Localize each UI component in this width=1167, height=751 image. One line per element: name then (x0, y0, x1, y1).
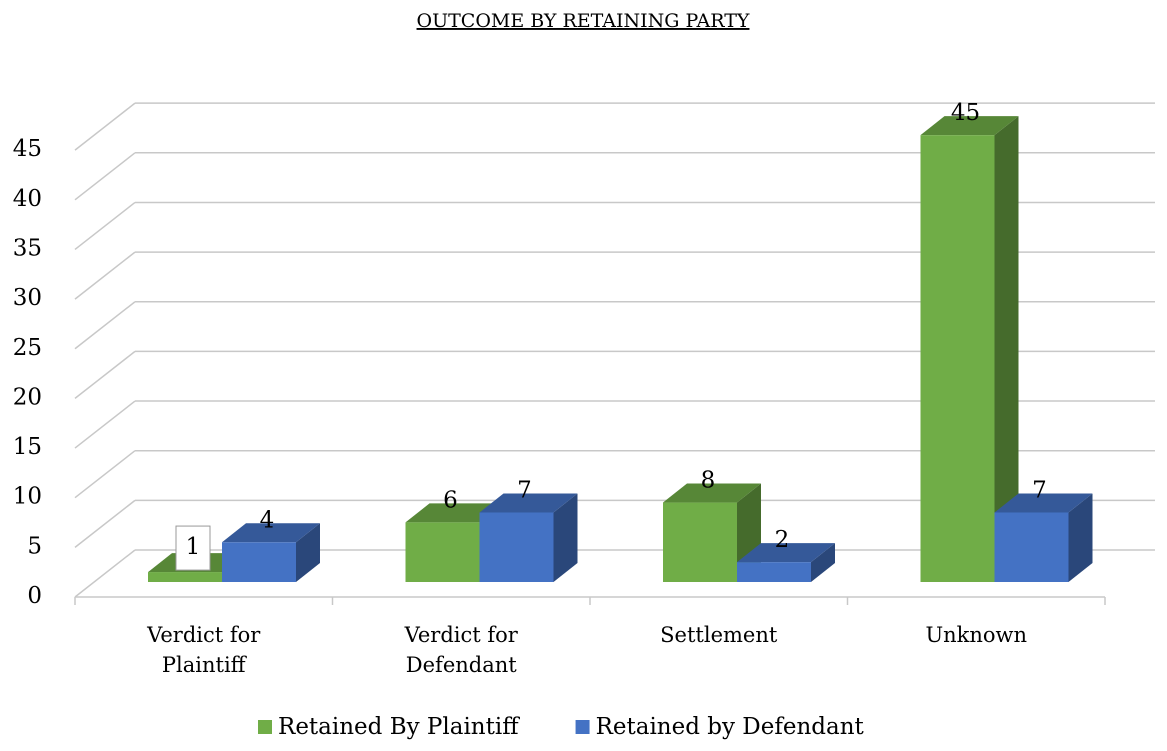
label-box (175, 525, 211, 571)
bar-front (663, 502, 737, 582)
bar-top (663, 483, 761, 503)
chart-title: OUTCOME BY RETAINING PARTY (417, 10, 750, 32)
bar (994, 493, 1093, 582)
bar (663, 483, 761, 582)
y-tick-label: 25 (13, 335, 42, 361)
bar-top (994, 493, 1093, 513)
y-tick-label: 40 (13, 186, 42, 212)
y-tick-label: 20 (13, 384, 42, 410)
data-label: 6 (443, 487, 458, 513)
y-tick-label: 10 (13, 484, 42, 510)
grid-line (74, 400, 136, 449)
grid-line (74, 549, 136, 598)
grid-line (74, 301, 136, 350)
x-tick-label: Verdict for Defendant (404, 623, 518, 677)
data-label: 4 (260, 507, 275, 533)
bar-front (920, 135, 995, 582)
grid-line (74, 450, 136, 499)
bar (222, 523, 320, 582)
grid-line (74, 499, 136, 548)
grid-line (74, 201, 136, 251)
data-label: 7 (1032, 477, 1047, 503)
x-tick-label: Verdict for Plaintiff (147, 623, 261, 677)
grid-line (74, 102, 136, 151)
y-tick-label: 0 (27, 583, 42, 609)
bar-side (296, 523, 320, 582)
y-tick-label: 15 (13, 434, 42, 460)
bar-top (405, 503, 504, 523)
legend-swatch (258, 720, 272, 734)
grid-line (74, 251, 136, 300)
bar-top (222, 523, 320, 543)
bar (479, 493, 578, 582)
data-label: 45 (951, 100, 980, 126)
bar (920, 116, 1019, 583)
x-tick-label: Unknown (925, 623, 1028, 647)
bar-top (920, 116, 1019, 136)
bar-front (994, 512, 1069, 582)
bar-front (737, 562, 811, 582)
bar (737, 543, 835, 582)
data-label: 1 (186, 534, 201, 560)
y-tick-label: 30 (13, 285, 42, 311)
data-label: 7 (517, 477, 532, 503)
bar-front (148, 572, 222, 582)
bar-top (479, 493, 578, 513)
bar-side (811, 543, 835, 582)
bar-front (222, 542, 296, 582)
data-label: 8 (701, 468, 716, 494)
bar-side (553, 493, 578, 582)
x-tick-label: Settlement (660, 623, 778, 647)
data-label: 2 (775, 527, 790, 553)
y-tick-label: 5 (27, 533, 42, 559)
grid-line (74, 152, 136, 201)
bar-top (737, 543, 835, 563)
bar-side (994, 116, 1019, 583)
legend-label: Retained by Defendant (596, 714, 865, 740)
bar-front (479, 512, 554, 582)
bar-front (405, 522, 480, 582)
bar-side (1068, 493, 1093, 582)
grid-line (74, 350, 136, 399)
legend-label: Retained By Plaintiff (278, 714, 520, 740)
legend-swatch (575, 720, 590, 734)
y-tick-label: 45 (13, 136, 42, 162)
y-tick-label: 35 (13, 235, 42, 261)
